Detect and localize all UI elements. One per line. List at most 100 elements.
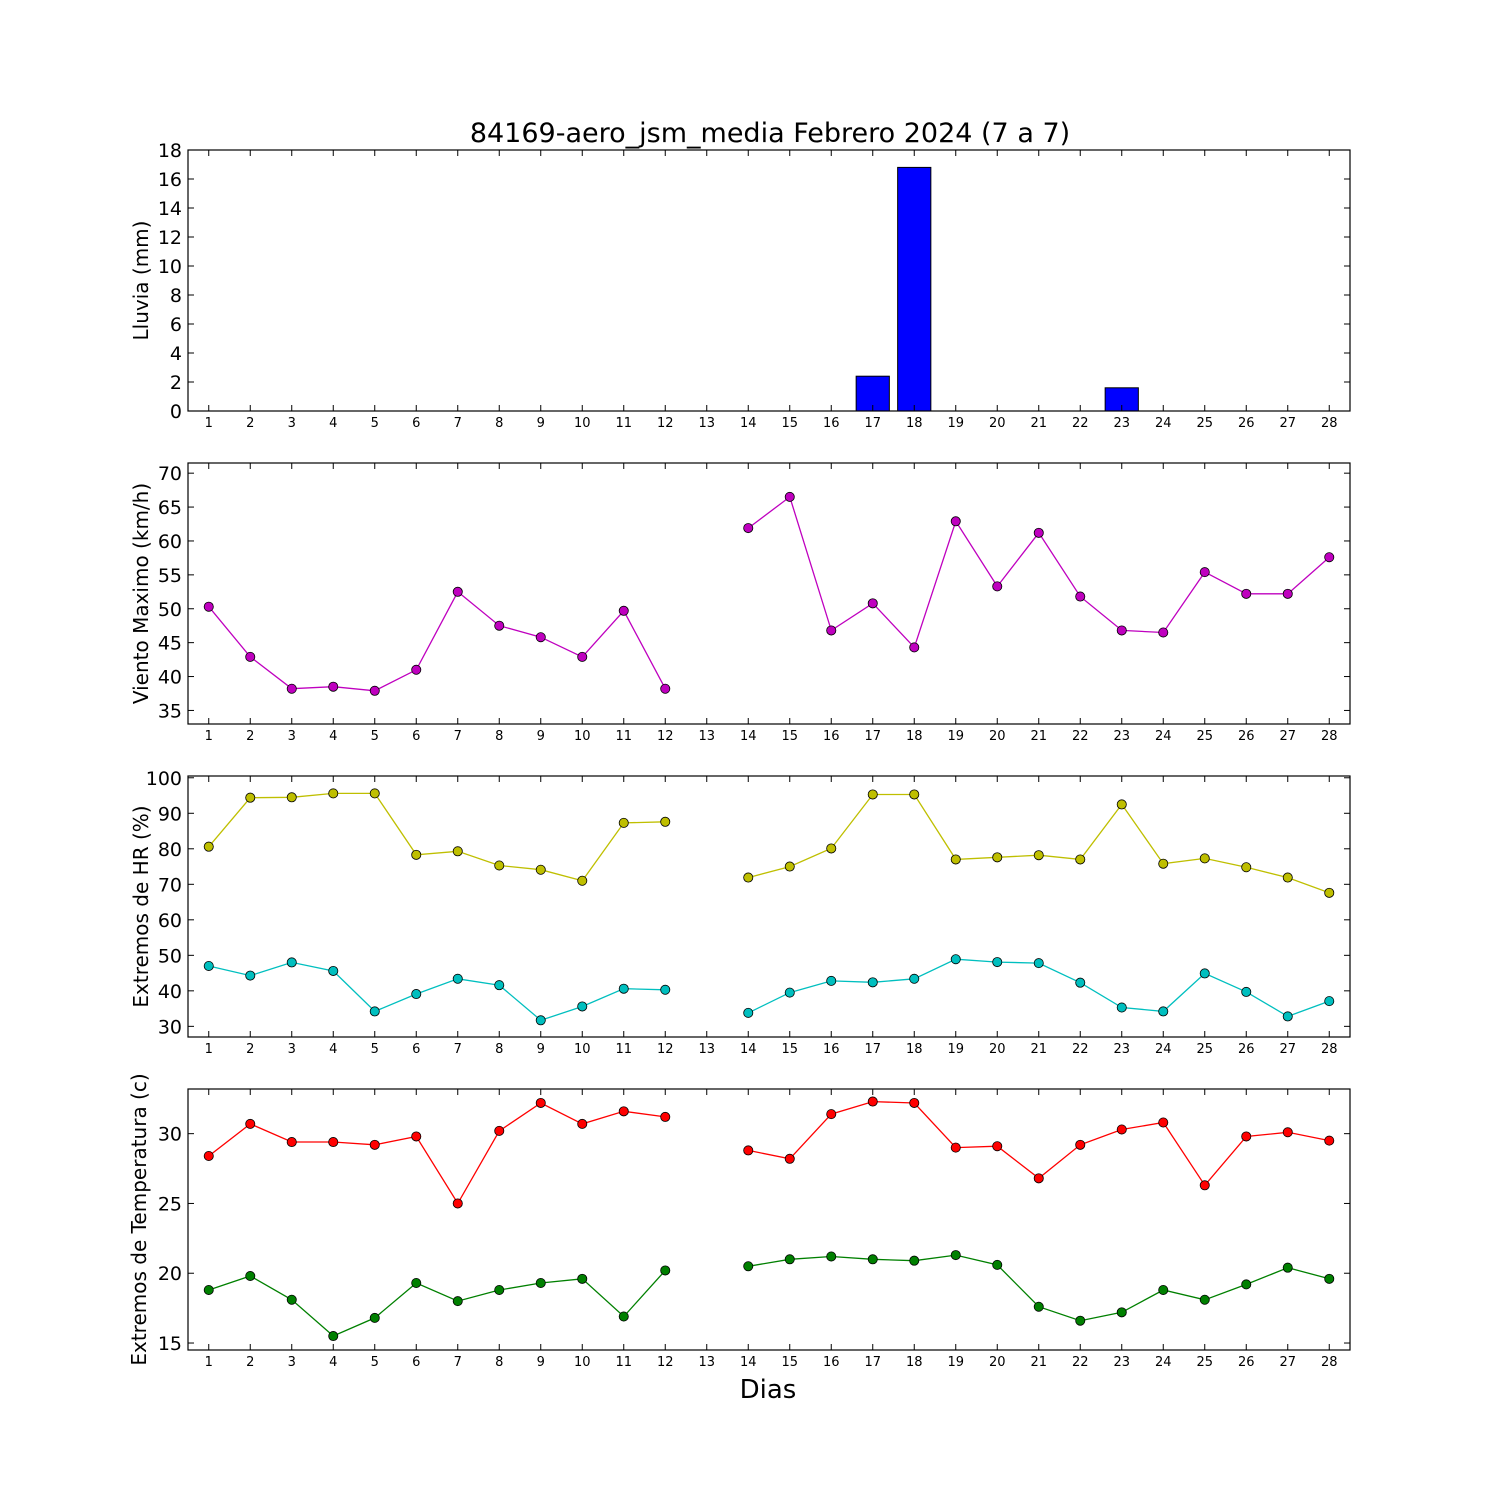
point-temperatura-series-1-day-9 xyxy=(535,1278,546,1289)
point-humedad-series-1-day-12 xyxy=(660,984,671,995)
xtick-label-lluvia-10: 10 xyxy=(574,416,591,431)
point-temperatura-series-0-day-18 xyxy=(909,1097,920,1108)
xtick-label-lluvia-23: 23 xyxy=(1113,416,1130,431)
xtick-label-temperatura-10: 10 xyxy=(574,1355,591,1370)
xtick-label-temperatura-25: 25 xyxy=(1196,1355,1213,1370)
xtick-label-viento-7: 7 xyxy=(454,729,462,744)
xtick-label-viento-24: 24 xyxy=(1155,729,1172,744)
point-humedad-series-0-day-4 xyxy=(328,788,339,799)
xtick-label-humedad-2: 2 xyxy=(246,1042,254,1057)
xtick-label-viento-15: 15 xyxy=(781,729,798,744)
point-temperatura-series-0-day-6 xyxy=(411,1131,422,1142)
xtick-label-lluvia-6: 6 xyxy=(412,416,420,431)
point-humedad-series-1-day-16 xyxy=(826,975,837,986)
point-humedad-series-0-day-15 xyxy=(784,861,795,872)
ytick-label-temperatura-25: 25 xyxy=(158,1193,182,1215)
ylabel-lluvia: Lluvia (mm) xyxy=(129,221,153,341)
point-viento-series-0-day-24 xyxy=(1158,627,1169,638)
xtick-label-temperatura-18: 18 xyxy=(906,1355,923,1370)
point-viento-series-0-day-20 xyxy=(992,581,1003,592)
point-temperatura-series-1-day-12 xyxy=(660,1265,671,1276)
point-temperatura-series-0-day-23 xyxy=(1116,1124,1127,1135)
point-humedad-series-1-day-23 xyxy=(1116,1002,1127,1013)
xtick-label-temperatura-14: 14 xyxy=(740,1355,757,1370)
ytick-label-lluvia-8: 8 xyxy=(170,285,182,307)
point-humedad-series-1-day-11 xyxy=(618,983,629,994)
xtick-label-temperatura-24: 24 xyxy=(1155,1355,1172,1370)
point-viento-series-0-day-21 xyxy=(1033,527,1044,538)
xtick-label-viento-8: 8 xyxy=(495,729,503,744)
point-humedad-series-1-day-14 xyxy=(743,1007,754,1018)
xtick-label-lluvia-16: 16 xyxy=(823,416,840,431)
xtick-label-lluvia-17: 17 xyxy=(864,416,881,431)
xtick-label-humedad-27: 27 xyxy=(1279,1042,1296,1057)
point-temperatura-series-0-day-28 xyxy=(1324,1135,1335,1146)
point-humedad-series-1-day-18 xyxy=(909,973,920,984)
xtick-label-humedad-1: 1 xyxy=(205,1042,213,1057)
xtick-label-lluvia-27: 27 xyxy=(1279,416,1296,431)
xtick-label-humedad-4: 4 xyxy=(329,1042,337,1057)
point-temperatura-series-1-day-8 xyxy=(494,1284,505,1295)
xtick-label-humedad-28: 28 xyxy=(1321,1042,1338,1057)
ytick-label-humedad-30: 30 xyxy=(158,1016,182,1038)
point-viento-series-0-day-25 xyxy=(1199,567,1210,578)
point-viento-series-0-day-7 xyxy=(452,586,463,597)
point-humedad-series-1-day-15 xyxy=(784,987,795,998)
xtick-label-temperatura-6: 6 xyxy=(412,1355,420,1370)
ytick-label-viento-55: 55 xyxy=(158,565,182,587)
ytick-label-lluvia-2: 2 xyxy=(170,372,182,394)
point-temperatura-series-0-day-22 xyxy=(1075,1139,1086,1150)
point-humedad-series-0-day-6 xyxy=(411,849,422,860)
ylabel-viento: Viento Maximo (km/h) xyxy=(129,483,153,704)
xtick-label-viento-26: 26 xyxy=(1238,729,1255,744)
xtick-label-humedad-21: 21 xyxy=(1030,1042,1047,1057)
xtick-label-humedad-26: 26 xyxy=(1238,1042,1255,1057)
point-temperatura-series-0-day-16 xyxy=(826,1109,837,1120)
xtick-label-temperatura-1: 1 xyxy=(205,1355,213,1370)
point-humedad-series-1-day-9 xyxy=(535,1015,546,1026)
bar-lluvia-day-18 xyxy=(897,166,932,412)
ytick-label-viento-45: 45 xyxy=(158,633,182,655)
xtick-label-temperatura-9: 9 xyxy=(537,1355,545,1370)
ytick-label-viento-40: 40 xyxy=(158,667,182,689)
xtick-label-viento-21: 21 xyxy=(1030,729,1047,744)
xtick-label-viento-1: 1 xyxy=(205,729,213,744)
xtick-label-temperatura-7: 7 xyxy=(454,1355,462,1370)
xtick-label-temperatura-16: 16 xyxy=(823,1355,840,1370)
ytick-label-lluvia-18: 18 xyxy=(158,140,182,162)
point-humedad-series-0-day-5 xyxy=(369,788,380,799)
point-temperatura-series-1-day-25 xyxy=(1199,1294,1210,1305)
xtick-label-humedad-22: 22 xyxy=(1072,1042,1089,1057)
xtick-label-viento-2: 2 xyxy=(246,729,254,744)
xtick-label-temperatura-13: 13 xyxy=(698,1355,715,1370)
point-humedad-series-0-day-14 xyxy=(743,872,754,883)
xtick-label-lluvia-18: 18 xyxy=(906,416,923,431)
point-temperatura-series-1-day-7 xyxy=(452,1296,463,1307)
point-humedad-series-1-day-20 xyxy=(992,957,1003,968)
xtick-label-viento-11: 11 xyxy=(615,729,632,744)
line-humedad-series-1-seg-0 xyxy=(208,961,666,1022)
point-temperatura-series-1-day-10 xyxy=(577,1273,588,1284)
point-humedad-series-0-day-16 xyxy=(826,843,837,854)
point-humedad-series-0-day-17 xyxy=(867,789,878,800)
xtick-label-temperatura-19: 19 xyxy=(947,1355,964,1370)
point-humedad-series-1-day-7 xyxy=(452,973,463,984)
xtick-label-viento-6: 6 xyxy=(412,729,420,744)
xtick-label-temperatura-28: 28 xyxy=(1321,1355,1338,1370)
xtick-label-viento-17: 17 xyxy=(864,729,881,744)
point-temperatura-series-0-day-19 xyxy=(950,1142,961,1153)
point-temperatura-series-1-day-2 xyxy=(245,1271,256,1282)
point-humedad-series-0-day-24 xyxy=(1158,858,1169,869)
point-humedad-series-0-day-28 xyxy=(1324,887,1335,898)
point-humedad-series-1-day-28 xyxy=(1324,996,1335,1007)
point-viento-series-0-day-28 xyxy=(1324,552,1335,563)
ylabel-humedad: Extremos de HR (%) xyxy=(129,805,153,1007)
xtick-label-viento-25: 25 xyxy=(1196,729,1213,744)
ytick-label-lluvia-12: 12 xyxy=(158,227,182,249)
line-temperatura-series-1-seg-0 xyxy=(208,1269,666,1337)
ytick-label-humedad-90: 90 xyxy=(158,803,182,825)
xtick-label-humedad-19: 19 xyxy=(947,1042,964,1057)
